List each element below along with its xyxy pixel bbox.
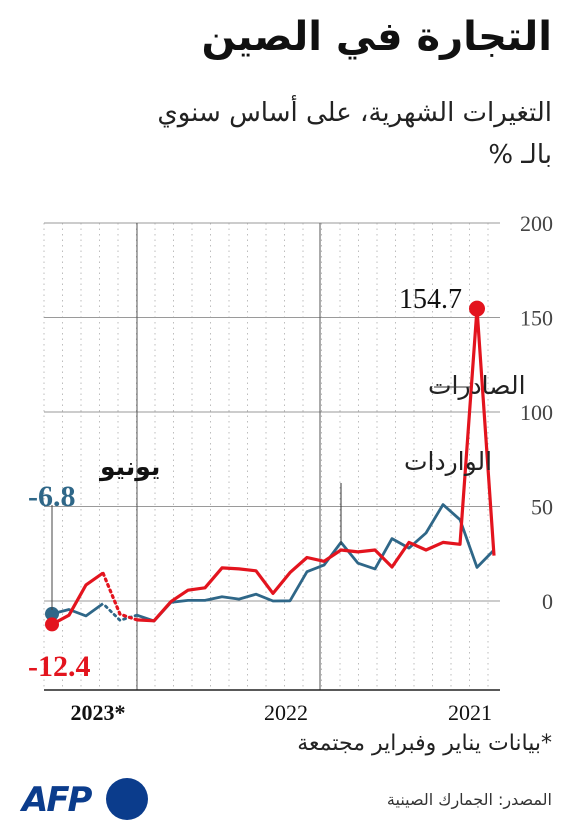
subtitle-line-1: التغيرات الشهرية، على أساس سنوي bbox=[157, 98, 552, 128]
chart-title: التجارة في الصين bbox=[201, 14, 552, 60]
exports-peak-value-label: 154.7 bbox=[399, 284, 462, 315]
june-label: يونيو bbox=[98, 452, 160, 482]
imports-series-line bbox=[136, 503, 496, 623]
grid-layer bbox=[43, 222, 500, 690]
exports-end-marker bbox=[45, 617, 59, 632]
subtitle-line-2: بالـ % bbox=[488, 140, 552, 170]
source-note: المصدر: الجمارك الصينية bbox=[386, 790, 552, 809]
afp-logo-text: AFP bbox=[22, 780, 92, 820]
x-tick-label: 2021 bbox=[448, 700, 492, 725]
afp-logo-dot-icon bbox=[106, 778, 148, 820]
x-tick-label: 2022 bbox=[264, 700, 308, 725]
exports-series-line-2023 bbox=[51, 571, 104, 626]
exports-peak-marker bbox=[469, 300, 485, 317]
y-tick-label: 0 bbox=[542, 589, 553, 614]
x-tick-label: 2023* bbox=[71, 700, 126, 725]
y-tick-label: 50 bbox=[531, 495, 553, 520]
imports-end-value-label: -6.8 bbox=[28, 480, 76, 513]
trade-line-chart: 0 50 100 150 200 2023* 2022 2021 154.7 يونيو -6.8… bbox=[28, 211, 553, 725]
imports-series-label: الواردات bbox=[404, 447, 492, 476]
chart-subtitle: التغيرات الشهرية، على أساس سنوي بالـ % bbox=[12, 92, 552, 176]
axis-layer: 0 50 100 150 200 2023* 2022 2021 bbox=[44, 211, 553, 725]
imports-series-line-2023 bbox=[51, 602, 104, 618]
exports-series-line bbox=[136, 307, 496, 623]
y-tick-label: 100 bbox=[520, 400, 553, 425]
imports-end-marker bbox=[45, 606, 59, 621]
y-tick-label: 150 bbox=[520, 306, 553, 331]
exports-series-gap-dotted bbox=[101, 571, 139, 622]
exports-end-value-label: -12.4 bbox=[28, 650, 91, 683]
footnote: *بيانات يناير وفبراير مجتمعة bbox=[297, 731, 552, 756]
y-tick-label: 200 bbox=[520, 211, 553, 236]
label-layer: 154.7 يونيو -6.8 -12.4 الصادرات الواردات bbox=[28, 284, 526, 683]
series-layer bbox=[45, 300, 496, 632]
exports-series-label: الصادرات bbox=[428, 371, 526, 400]
